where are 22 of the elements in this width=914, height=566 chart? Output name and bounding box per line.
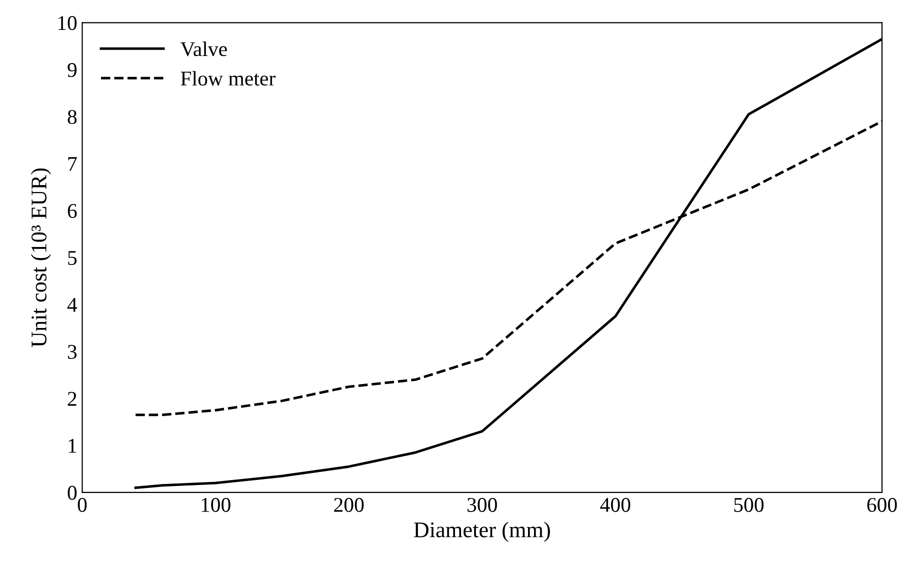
legend-label: Valve	[180, 42, 227, 56]
y-tick-label: 7	[68, 157, 77, 171]
y-tick-label: 9	[68, 63, 77, 78]
legend-label: Flow meter	[180, 70, 276, 86]
x-tick-label: 400	[600, 498, 630, 512]
y-tick-label: 0	[68, 486, 77, 500]
x-tick-label: 0	[78, 498, 87, 512]
y-tick-label: 2	[68, 392, 76, 406]
y-tick-label: 3	[68, 344, 77, 359]
y-tick-label: 8	[68, 110, 77, 124]
x-axis-title: Diameter (mm)	[414, 522, 550, 542]
y-tick-label: 1	[68, 438, 76, 453]
y-tick-label: 10	[58, 16, 77, 30]
y-tick-label: 6	[68, 204, 77, 218]
y-tick-label: 4	[67, 298, 78, 312]
x-tick-label: 600	[867, 498, 897, 512]
x-tick-label: 200	[334, 498, 364, 512]
x-tick-label: 300	[468, 498, 497, 512]
x-tick-label: 500	[734, 498, 764, 512]
x-tick-label: 100	[202, 498, 230, 512]
y-axis-title: Unit cost (10³ EUR)	[30, 168, 52, 348]
y-tick-label: 5	[68, 251, 77, 265]
